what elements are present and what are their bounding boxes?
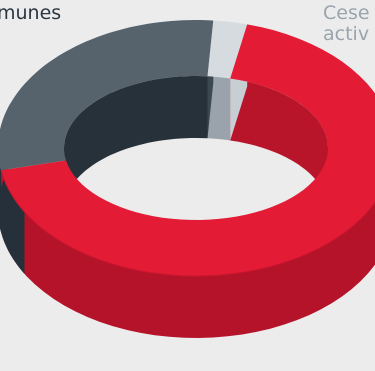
slice-top-red <box>1 24 375 276</box>
slice-inner-wall-gray <box>207 76 231 141</box>
slice-outer-wall-red <box>1 170 375 338</box>
slice-edge-red <box>0 170 375 277</box>
slice-top-dark <box>0 20 214 171</box>
label-cese-activ: Cese activ <box>323 3 370 45</box>
slice-top-gray <box>207 20 248 79</box>
label-activ: activ <box>323 23 370 45</box>
label-cese: Cese <box>323 2 370 24</box>
label-munes: munes <box>0 2 62 24</box>
slice-inner-wall-dark <box>64 76 208 210</box>
slice-inner-wall-red <box>230 78 328 210</box>
